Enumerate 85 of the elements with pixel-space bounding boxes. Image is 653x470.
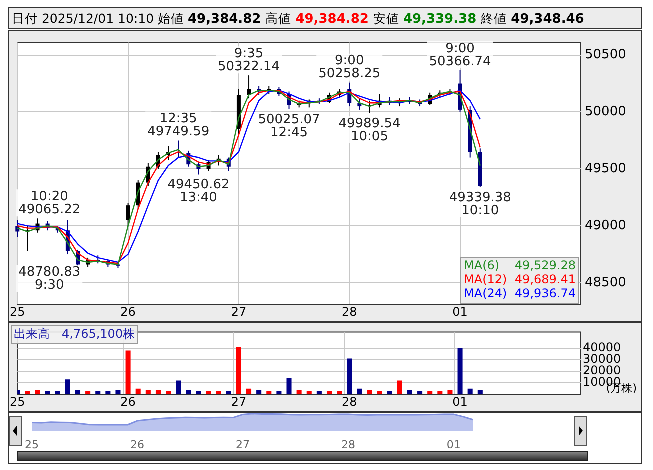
x-tick-label: 26 xyxy=(120,394,136,409)
bar xyxy=(458,348,463,395)
bar xyxy=(407,390,412,395)
bar xyxy=(438,391,443,395)
y-tick-label: 20000 xyxy=(583,364,622,378)
bar xyxy=(468,388,473,395)
x-tick-label: 25 xyxy=(25,438,39,452)
bar xyxy=(326,391,332,395)
annotation: 48780.83 9:30 xyxy=(18,264,81,293)
x-tick-label: 26 xyxy=(130,438,144,452)
annotation: 9:35 50322.14 xyxy=(218,46,280,74)
bar xyxy=(377,391,382,395)
y-tick-label: 49500 xyxy=(585,162,626,177)
bar xyxy=(55,391,60,395)
bar xyxy=(45,391,50,395)
bar xyxy=(347,358,352,395)
x-tick-label: 28 xyxy=(342,304,358,319)
x-tick-label: 27 xyxy=(231,394,247,409)
x-tick-label: 28 xyxy=(341,438,356,452)
y-tick-label: 48500 xyxy=(585,275,626,290)
x-tick-label: 01 xyxy=(452,394,468,409)
bar xyxy=(156,390,161,395)
x-tick-label: 27 xyxy=(231,304,247,319)
bar xyxy=(176,380,182,395)
chart-title: 日付 2025/12/01 10:10 始値 49,384.82 高値 49,384.82 安値 49,339.38 終値 49,348.46 xyxy=(12,11,584,27)
text: MA(12) 49,689.41 xyxy=(464,272,576,287)
bar xyxy=(397,380,402,395)
bar xyxy=(106,391,111,395)
y-tick-label: 50500 xyxy=(585,48,626,63)
annotation: 9:00 50258.25 xyxy=(318,54,381,82)
bar xyxy=(428,391,433,395)
bar xyxy=(196,391,202,395)
bar xyxy=(116,390,121,395)
bar xyxy=(35,390,40,395)
bar xyxy=(206,391,212,395)
y-tick-label: 49000 xyxy=(585,218,626,234)
x-tick-label: 28 xyxy=(342,394,358,409)
bar xyxy=(146,390,151,395)
bar xyxy=(216,391,222,395)
bar xyxy=(478,390,483,395)
annotation: 9:00 50366.74 xyxy=(429,41,492,70)
x-tick-label: 25 xyxy=(10,304,26,319)
bar xyxy=(276,391,282,395)
y-tick-label: 40000 xyxy=(583,340,622,355)
text: MA(6) 49,529.28 xyxy=(464,258,576,273)
bar xyxy=(296,390,302,395)
bar xyxy=(136,388,141,395)
bar xyxy=(418,391,423,395)
bar xyxy=(75,390,81,395)
annotation: 10:20 49065.22 xyxy=(18,190,81,218)
annotation: 49989.54 10:05 xyxy=(338,116,401,144)
bar xyxy=(286,378,292,395)
bar xyxy=(236,347,242,395)
x-tick-label: 01 xyxy=(446,438,461,452)
bar xyxy=(316,391,322,395)
bar xyxy=(337,391,342,395)
y-tick-label: 30000 xyxy=(583,352,622,366)
bar xyxy=(65,380,70,395)
bar xyxy=(166,391,172,395)
bar xyxy=(86,391,91,395)
bar xyxy=(256,390,262,395)
candlestick xyxy=(126,202,130,227)
x-tick-label: 01 xyxy=(452,304,468,319)
annotation: 49450.62 13:40 xyxy=(168,178,230,206)
bar xyxy=(25,391,30,395)
bar xyxy=(306,391,312,395)
x-tick-label: 27 xyxy=(236,438,250,452)
annotation: 12:35 49749.59 xyxy=(148,112,210,140)
x-tick-label: 25 xyxy=(10,394,26,409)
bar xyxy=(367,390,372,395)
bar xyxy=(357,388,362,395)
annotation: 49339.38 10:10 xyxy=(449,190,512,218)
bar xyxy=(448,390,453,395)
bar xyxy=(266,391,272,395)
annotation: 50025.07 12:45 xyxy=(258,112,320,140)
bar xyxy=(226,391,232,395)
bar xyxy=(186,390,192,395)
chart-title: 出来高 4,765,100株 xyxy=(11,325,138,344)
text: MA(24) 49,936.74 xyxy=(464,286,576,301)
y-tick-label: 50000 xyxy=(585,104,626,120)
bar xyxy=(96,391,101,395)
x-tick-label: 26 xyxy=(120,304,136,319)
bar xyxy=(246,388,252,395)
bar xyxy=(387,391,392,395)
bar xyxy=(126,350,131,395)
